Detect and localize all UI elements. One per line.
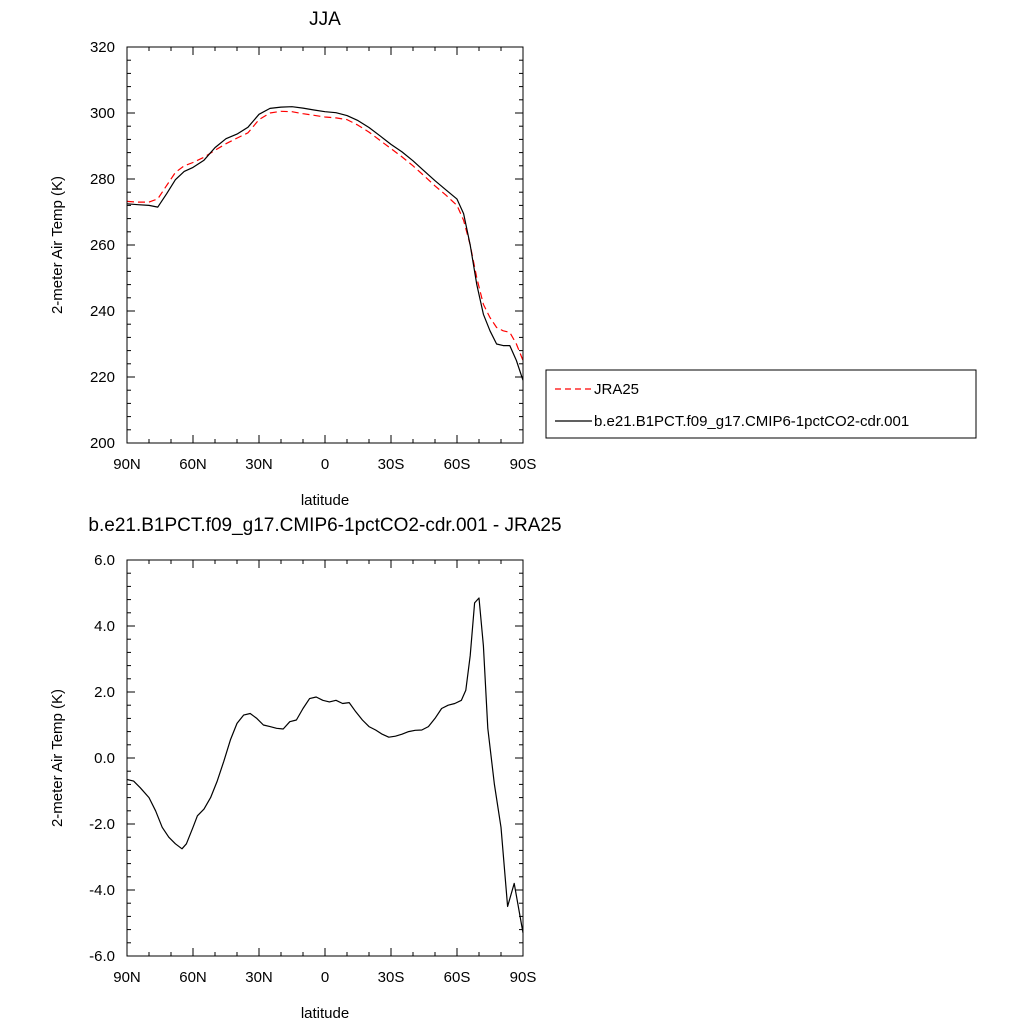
- bottom-x-tick-label: 60N: [179, 969, 207, 986]
- top-x-tick-label: 60N: [179, 456, 207, 473]
- top-x-tick-label: 0: [321, 456, 329, 473]
- bottom-x-tick-label: 30N: [245, 969, 273, 986]
- bottom-panel-ticks: 90N 60N 30N 0 30S 60S 90S -6.0 -4.0 -2.0 0.0 2.0 4.0…: [89, 552, 536, 986]
- legend-label-jra25: JRA25: [594, 381, 639, 398]
- bottom-panel-lines: [126, 597, 524, 934]
- top-y-tick-label: 300: [90, 105, 115, 122]
- legend-label-model: b.e21.B1PCT.f09_g17.CMIP6-1pctCO2-cdr.00…: [594, 413, 909, 430]
- top-panel: JJA 90N 60N 30N 0 30S 60S 90S 200 220 240 260 280 30…: [49, 9, 536, 509]
- top-x-tick-label: 90N: [113, 456, 141, 473]
- top-panel-title: JJA: [309, 9, 341, 30]
- top-series-line-1: [126, 106, 524, 381]
- top-x-tick-label: 60S: [444, 456, 471, 473]
- bottom-x-tick-label: 0: [321, 969, 329, 986]
- top-x-tick-label: 90S: [510, 456, 537, 473]
- top-series-line-0: [126, 110, 524, 361]
- top-panel-x-axis-label: latitude: [301, 492, 349, 509]
- top-panel-lines: [126, 106, 524, 381]
- bottom-x-tick-label: 30S: [378, 969, 405, 986]
- bottom-y-tick-label: 6.0: [94, 552, 115, 569]
- top-x-tick-label: 30S: [378, 456, 405, 473]
- bottom-panel-x-axis-label: latitude: [301, 1005, 349, 1022]
- top-y-tick-label: 220: [90, 369, 115, 386]
- bottom-series-line-0: [126, 597, 524, 934]
- bottom-panel: b.e21.B1PCT.f09_g17.CMIP6-1pctCO2-cdr.00…: [49, 515, 562, 1022]
- legend-box: [545, 369, 977, 439]
- bottom-y-tick-label: -4.0: [89, 882, 115, 899]
- bottom-panel-title: b.e21.B1PCT.f09_g17.CMIP6-1pctCO2-cdr.00…: [88, 515, 561, 536]
- bottom-x-tick-label: 90N: [113, 969, 141, 986]
- bottom-x-tick-label: 60S: [444, 969, 471, 986]
- legend: JRA25 b.e21.B1PCT.f09_g17.CMIP6-1pctCO2-…: [545, 369, 977, 439]
- top-panel-ticks: 90N 60N 30N 0 30S 60S 90S 200 220 240 260 280 300 320: [90, 39, 536, 473]
- bottom-y-tick-label: 4.0: [94, 618, 115, 635]
- bottom-panel-frame: [126, 559, 524, 957]
- bottom-y-tick-label: 0.0: [94, 750, 115, 767]
- top-y-tick-label: 240: [90, 303, 115, 320]
- top-panel-frame: [126, 46, 524, 444]
- bottom-y-tick-label: 2.0: [94, 684, 115, 701]
- top-y-tick-label: 280: [90, 171, 115, 188]
- bottom-y-tick-label: -2.0: [89, 816, 115, 833]
- bottom-x-tick-label: 90S: [510, 969, 537, 986]
- bottom-y-tick-label: -6.0: [89, 948, 115, 965]
- bottom-panel-y-axis-label: 2-meter Air Temp (K): [49, 689, 66, 827]
- top-x-tick-label: 30N: [245, 456, 273, 473]
- top-y-tick-label: 320: [90, 39, 115, 56]
- top-y-tick-label: 260: [90, 237, 115, 254]
- top-panel-y-axis-label: 2-meter Air Temp (K): [49, 176, 66, 314]
- top-y-tick-label: 200: [90, 435, 115, 452]
